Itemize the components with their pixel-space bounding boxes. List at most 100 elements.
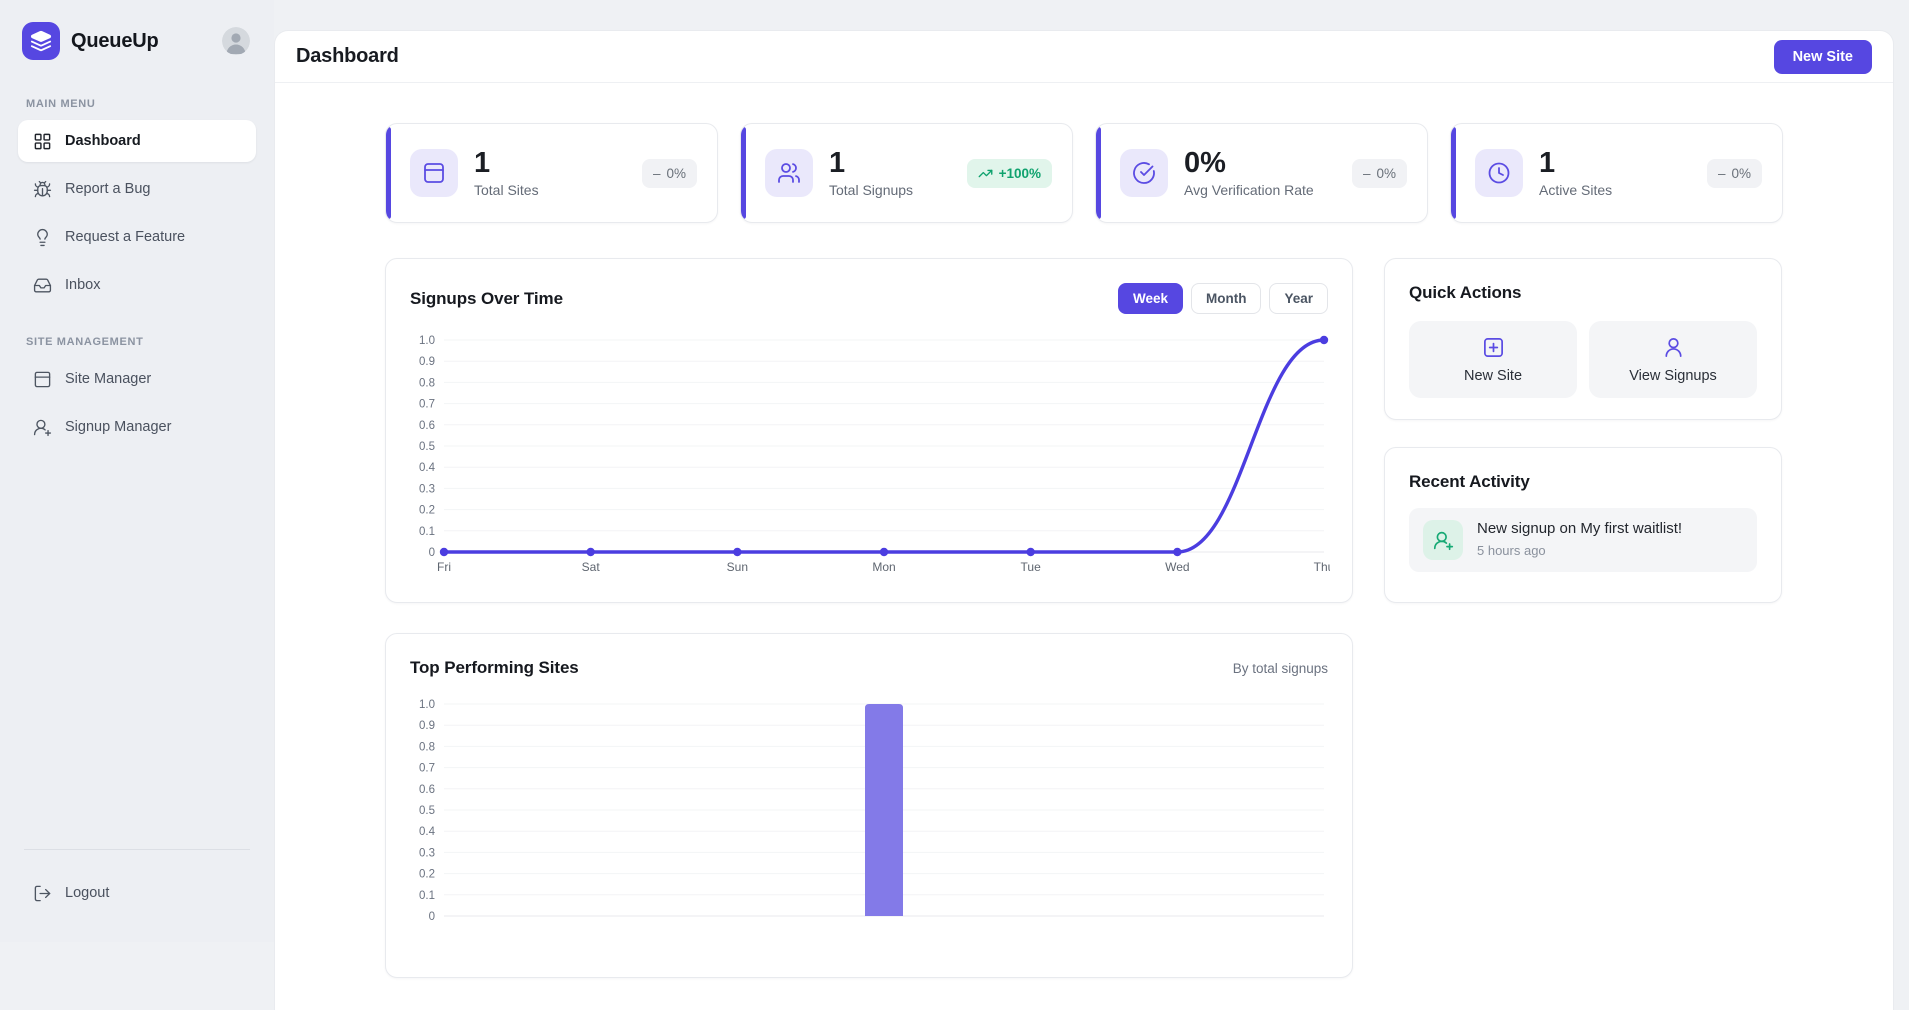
sidebar-footer: Logout — [0, 849, 274, 914]
app-logo — [22, 22, 60, 60]
users-icon — [765, 149, 813, 197]
range-week-button[interactable]: Week — [1117, 283, 1183, 314]
user-icon — [1664, 337, 1682, 357]
range-year-button[interactable]: Year — [1269, 283, 1328, 314]
section-label-main-menu: MAIN MENU — [26, 98, 96, 110]
stat-badge-text: 0% — [1376, 165, 1396, 181]
logout-button[interactable]: Logout — [18, 872, 256, 914]
svg-text:0.5: 0.5 — [419, 805, 435, 817]
signups-chart-title: Signups Over Time — [410, 288, 563, 308]
minus-icon: – — [1717, 165, 1726, 181]
svg-text:0.7: 0.7 — [419, 399, 435, 411]
sidebar-item-report-a-bug[interactable]: Report a Bug — [18, 168, 256, 210]
site-management-nav: Site Manager Signup Manager — [0, 358, 274, 448]
svg-text:0.6: 0.6 — [419, 784, 435, 796]
accent-bar — [386, 127, 391, 219]
svg-text:0.6: 0.6 — [419, 420, 435, 432]
svg-text:0.2: 0.2 — [419, 869, 435, 881]
activity-text: New signup on My first waitlist! — [1477, 520, 1683, 537]
activity-time: 5 hours ago — [1477, 543, 1546, 558]
stat-label: Total Signups — [829, 181, 914, 198]
svg-text:0.2: 0.2 — [419, 505, 435, 517]
sidebar: QueueUp MAIN MENU Dashboard — [0, 0, 274, 942]
svg-text:0.8: 0.8 — [419, 741, 435, 753]
sidebar-item-site-manager[interactable]: Site Manager — [18, 358, 256, 400]
stat-label: Avg Verification Rate — [1184, 181, 1314, 198]
sidebar-item-inbox[interactable]: Inbox — [18, 264, 256, 306]
svg-text:0.1: 0.1 — [419, 890, 435, 902]
stat-card-total-signups: 1 Total Signups +100% — [740, 123, 1073, 223]
stat-badge: – 0% — [1351, 158, 1407, 188]
layers-icon — [30, 30, 52, 52]
clock-icon — [1475, 149, 1523, 197]
stat-value: 1 — [1539, 147, 1556, 180]
stat-badge-text: 0% — [666, 165, 686, 181]
page-title: Dashboard — [296, 45, 399, 67]
stat-value: 1 — [474, 147, 491, 180]
sidebar-item-request-a-feature[interactable]: Request a Feature — [18, 216, 256, 258]
range-month-button[interactable]: Month — [1190, 283, 1262, 314]
sidebar-item-label: Inbox — [65, 277, 101, 293]
svg-text:0.9: 0.9 — [419, 356, 435, 368]
accent-bar — [1096, 127, 1101, 219]
svg-text:1.0: 1.0 — [419, 335, 435, 347]
sidebar-item-signup-manager[interactable]: Signup Manager — [18, 406, 256, 448]
sidebar-item-label: Site Manager — [65, 371, 152, 387]
stat-card-active-sites: 1 Active Sites – 0% — [1450, 123, 1783, 223]
accent-bar — [741, 127, 746, 219]
svg-text:0.1: 0.1 — [419, 526, 435, 538]
stat-badge: – 0% — [641, 158, 697, 188]
sidebar-item-label: Request a Feature — [65, 229, 186, 245]
svg-text:Sat: Sat — [582, 560, 601, 574]
minus-icon: – — [652, 165, 661, 181]
stat-label: Active Sites — [1539, 181, 1613, 198]
page-header: Dashboard New Site — [275, 31, 1893, 83]
browser-icon — [33, 370, 52, 389]
svg-text:0.4: 0.4 — [419, 462, 436, 474]
bug-icon — [33, 180, 52, 199]
stat-label: Total Sites — [474, 181, 539, 198]
stat-card-avg-verification-rate: 0% Avg Verification Rate – 0% — [1095, 123, 1428, 223]
svg-text:Fri: Fri — [437, 560, 451, 574]
svg-text:0.3: 0.3 — [419, 483, 435, 495]
sidebar-item-dashboard[interactable]: Dashboard — [18, 120, 256, 162]
avatar[interactable] — [222, 27, 250, 55]
svg-text:Mon: Mon — [872, 560, 895, 574]
top-sites-title: Top Performing Sites — [410, 658, 579, 677]
quick-action-view-signups[interactable]: View Signups — [1589, 321, 1757, 398]
stat-value: 1 — [829, 147, 846, 180]
svg-text:0: 0 — [429, 547, 435, 559]
square-plus-icon — [1483, 337, 1503, 357]
stat-badge: +100% — [966, 158, 1052, 188]
svg-text:Tue: Tue — [1021, 560, 1042, 574]
svg-text:Wed: Wed — [1165, 560, 1189, 574]
new-site-button[interactable]: New Site — [1773, 39, 1872, 74]
signups-line-chart: 0 0.1 0.2 0.3 0.4 0.5 0.6 0.7 0.8 0.9 1.0 Fri Sat Sun… — [419, 335, 1330, 574]
main-panel: Dashboard New Site 1 Total Sites – — [274, 30, 1894, 1010]
sidebar-divider — [24, 849, 250, 850]
svg-text:1.0: 1.0 — [419, 699, 435, 711]
svg-text:0.4: 0.4 — [419, 826, 436, 838]
user-plus-icon — [33, 418, 52, 437]
range-toggle-group: Week Month Year — [1117, 283, 1328, 314]
minus-icon: – — [1362, 165, 1371, 181]
stat-value: 0% — [1184, 147, 1226, 180]
stat-card-total-sites: 1 Total Sites – 0% — [385, 123, 718, 223]
svg-text:0.7: 0.7 — [419, 763, 435, 775]
accent-bar — [1451, 127, 1456, 219]
inbox-icon — [33, 276, 52, 295]
sidebar-item-label: Signup Manager — [65, 419, 172, 435]
quick-action-new-site[interactable]: New Site — [1409, 321, 1577, 398]
user-avatar-icon — [222, 27, 250, 55]
stats-row: 1 Total Sites – 0% 1 Total Sign — [385, 123, 1783, 223]
main-menu-nav: Dashboard Report a Bug Request a Feature… — [0, 120, 274, 306]
browser-icon — [410, 149, 458, 197]
stat-badge: – 0% — [1706, 158, 1762, 188]
trending-up-icon — [978, 169, 993, 177]
sidebar-item-label: Dashboard — [65, 133, 141, 149]
recent-activity-title: Recent Activity — [1409, 472, 1530, 491]
dashboard-grid-icon — [33, 132, 52, 151]
signups-over-time-card: Signups Over Time Week Month Year 0 0.1 0.… — [385, 258, 1353, 603]
top-sites-bar-chart: 0 0.1 0.2 0.3 0.4 0.5 0.6 0.7 0.8 0.9 1.0 — [419, 699, 1324, 923]
